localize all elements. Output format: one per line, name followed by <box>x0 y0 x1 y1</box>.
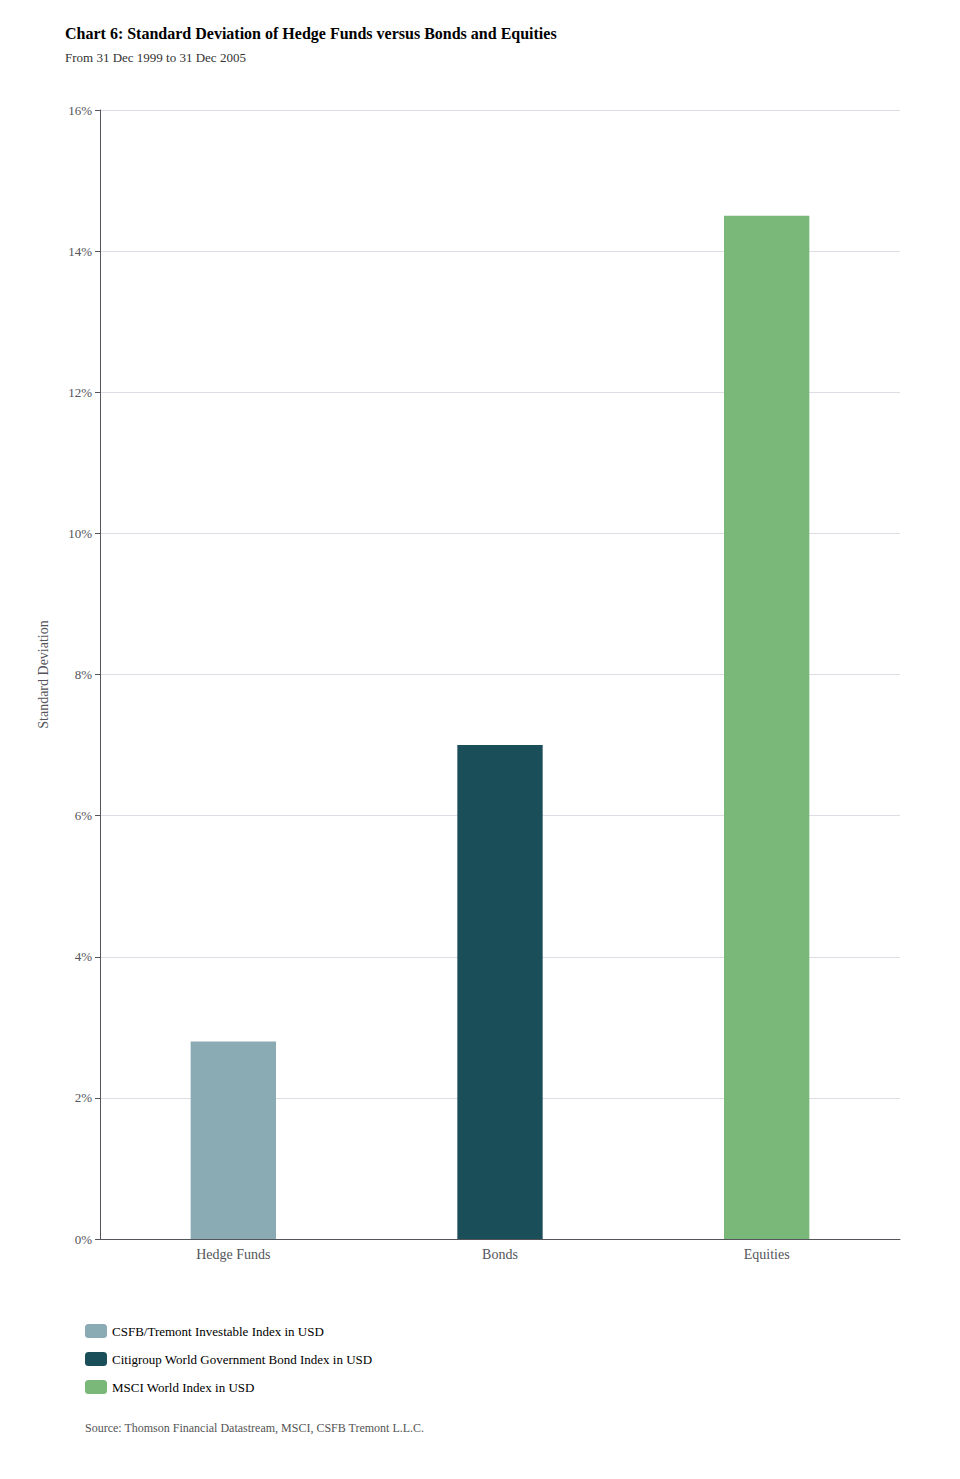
svg-text:Source: Thomson Financial Data: Source: Thomson Financial Datastream, MS… <box>85 1421 424 1435</box>
svg-text:8%: 8% <box>75 667 93 682</box>
svg-text:Hedge Funds: Hedge Funds <box>196 1247 270 1262</box>
svg-text:12%: 12% <box>68 385 92 400</box>
svg-text:From 31 Dec 1999 to 31 Dec 200: From 31 Dec 1999 to 31 Dec 2005 <box>65 50 246 65</box>
svg-text:16%: 16% <box>68 103 92 118</box>
svg-text:Bonds: Bonds <box>482 1247 518 1262</box>
svg-text:Equities: Equities <box>744 1247 790 1262</box>
svg-text:6%: 6% <box>75 808 93 823</box>
svg-text:Standard Deviation: Standard Deviation <box>36 620 51 728</box>
svg-text:10%: 10% <box>68 526 92 541</box>
svg-text:Citigroup World Government Bon: Citigroup World Government Bond Index in… <box>112 1352 372 1367</box>
svg-text:14%: 14% <box>68 244 92 259</box>
svg-text:4%: 4% <box>75 949 93 964</box>
svg-text:0%: 0% <box>75 1232 93 1247</box>
svg-text:Chart 6: Standard Deviation of: Chart 6: Standard Deviation of Hedge Fun… <box>65 25 557 43</box>
svg-text:MSCI World Index in USD: MSCI World Index in USD <box>112 1380 254 1395</box>
svg-text:2%: 2% <box>75 1090 93 1105</box>
svg-text:CSFB/Tremont Investable Index: CSFB/Tremont Investable Index in USD <box>112 1324 324 1339</box>
